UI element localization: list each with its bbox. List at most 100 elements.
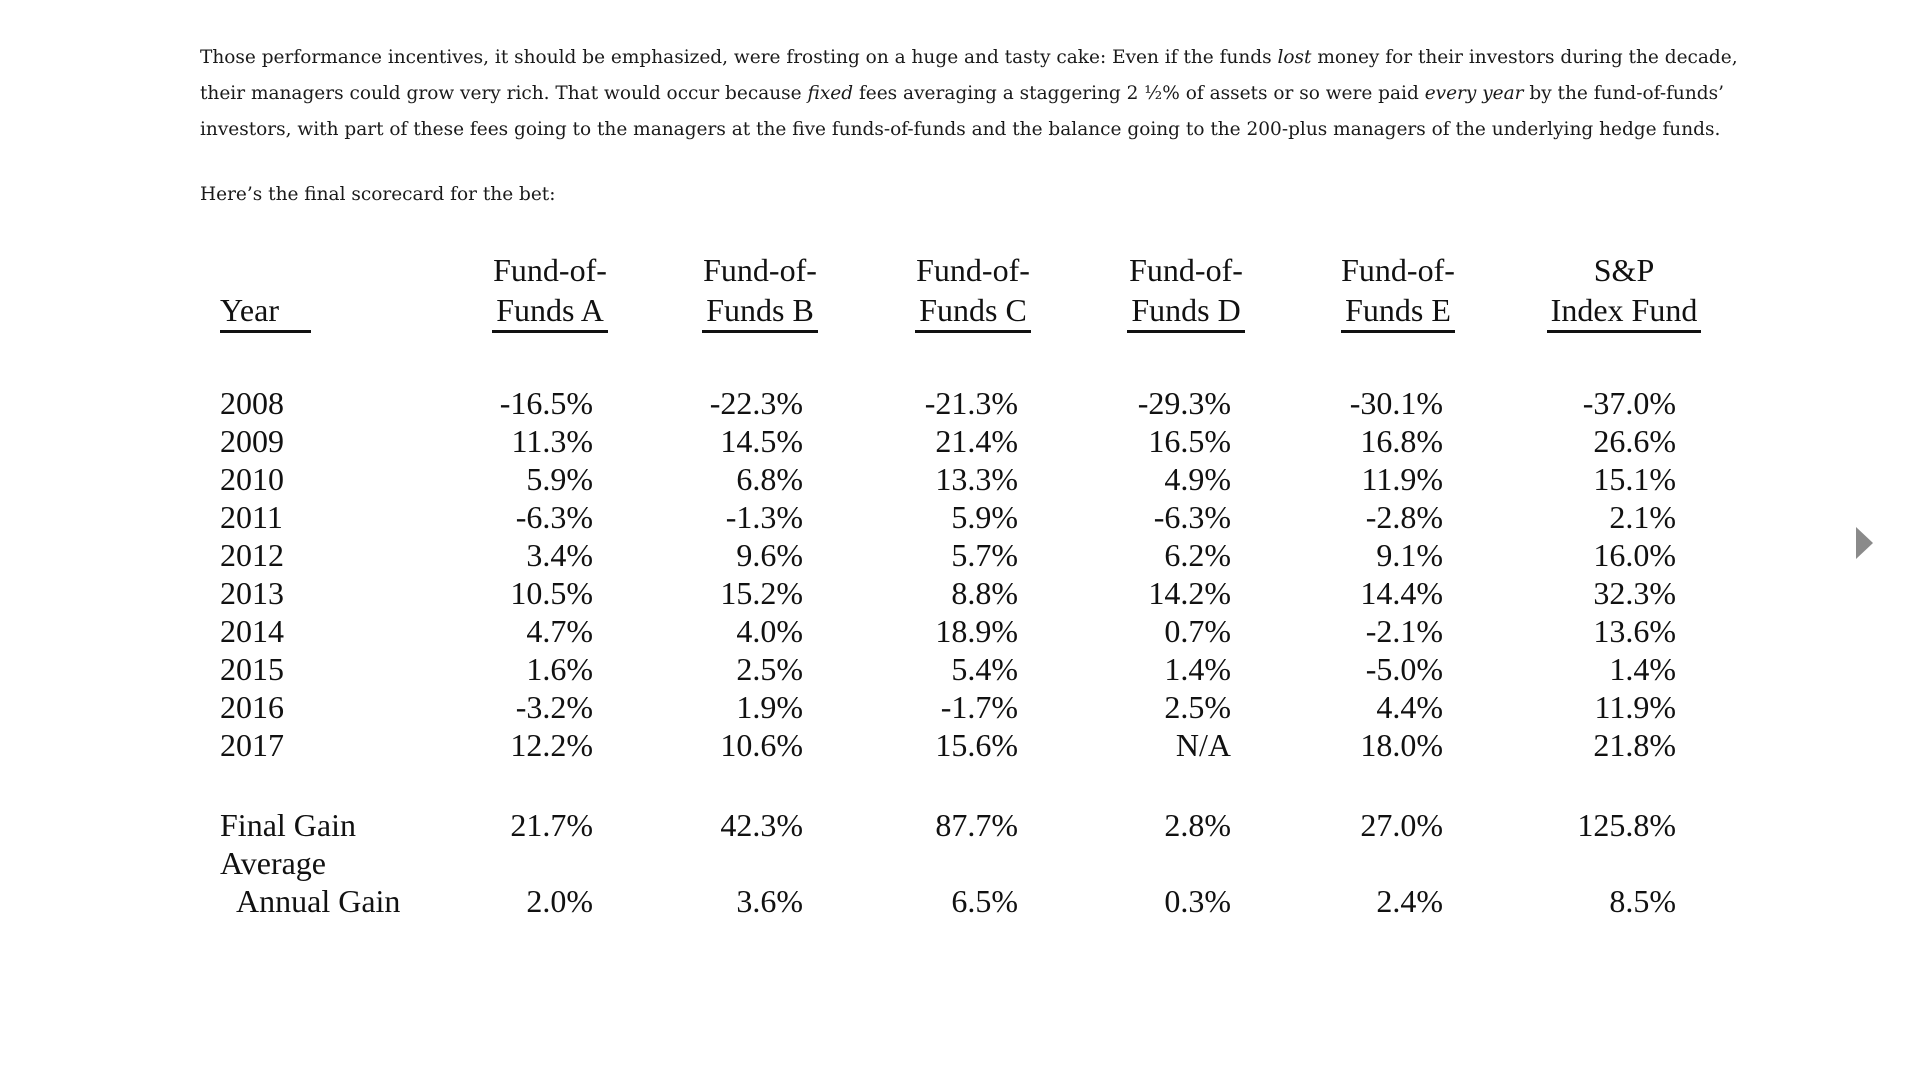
value-cell: 14.4% <box>1360 575 1443 611</box>
value-cell: 14.2% <box>1148 575 1231 611</box>
summary-value-cell: 3.6% <box>736 883 803 919</box>
value-cell: 4.0% <box>736 613 803 649</box>
value-cell: 10.5% <box>510 575 593 611</box>
value-cell: 10.6% <box>720 727 803 763</box>
paragraph-text: money for their investors during the dec… <box>200 47 1738 104</box>
value-cell: -29.3% <box>1137 385 1231 421</box>
article-text: Those performance incentives, it should … <box>200 40 1760 213</box>
column-header: Fund-of- Funds E <box>1268 250 1528 333</box>
year-cell: 2016 <box>220 689 284 725</box>
value-cell: 9.6% <box>736 537 803 573</box>
scorecard-table: Year Fund-of- Funds A Fund-of- Funds B Fund-o… <box>200 250 1720 919</box>
year-cell: 2014 <box>220 613 284 649</box>
value-cell: -16.5% <box>499 385 593 421</box>
summary-value-cell: 8.5% <box>1609 883 1676 919</box>
value-cell: 13.3% <box>935 461 1018 497</box>
value-cell: 1.9% <box>736 689 803 725</box>
year-cell: 2017 <box>220 727 284 763</box>
value-cell: 32.3% <box>1593 575 1676 611</box>
value-cell: -5.0% <box>1365 651 1443 687</box>
column-header: Fund-of- Funds A <box>420 250 680 333</box>
column-header-line1: Fund-of- <box>1341 252 1455 288</box>
emphasis-every-year: every year <box>1424 83 1524 104</box>
column-header-line2: Year <box>220 290 311 333</box>
year-cell: 2009 <box>220 423 284 459</box>
column-header-line1: Fund-of- <box>493 252 607 288</box>
header-year: Year <box>220 290 311 333</box>
value-cell: 16.5% <box>1148 423 1231 459</box>
column-header-line1: S&P <box>1593 252 1655 288</box>
value-cell: 2.1% <box>1609 499 1676 535</box>
value-cell: 21.4% <box>935 423 1018 459</box>
value-cell: -2.8% <box>1365 499 1443 535</box>
value-cell: 14.5% <box>720 423 803 459</box>
value-cell: -30.1% <box>1349 385 1443 421</box>
value-cell: 21.8% <box>1593 727 1676 763</box>
value-cell: -6.3% <box>1153 499 1231 535</box>
value-cell: 18.0% <box>1360 727 1443 763</box>
emphasis-fixed: fixed <box>807 83 854 104</box>
year-cell: 2015 <box>220 651 284 687</box>
value-cell: 4.4% <box>1376 689 1443 725</box>
column-header: Fund-of- Funds B <box>630 250 890 333</box>
column-header-line2: Funds A <box>492 290 608 333</box>
summary-value-cell: 21.7% <box>510 807 593 843</box>
value-cell: -21.3% <box>924 385 1018 421</box>
column-header-line1: Fund-of- <box>703 252 817 288</box>
value-cell: 6.8% <box>736 461 803 497</box>
value-cell: 11.3% <box>511 423 593 459</box>
column-header-line2: Funds E <box>1341 290 1455 333</box>
summary-label: Average <box>220 845 326 881</box>
value-cell: -1.3% <box>725 499 803 535</box>
intro-paragraph: Those performance incentives, it should … <box>200 40 1760 148</box>
value-cell: 3.4% <box>526 537 593 573</box>
summary-value-cell: 125.8% <box>1577 807 1676 843</box>
summary-value-cell: 2.8% <box>1164 807 1231 843</box>
column-header: S&P Index Fund <box>1494 250 1754 333</box>
value-cell: 12.2% <box>510 727 593 763</box>
year-cell: 2013 <box>220 575 284 611</box>
paragraph-text: Those performance incentives, it should … <box>200 47 1278 68</box>
value-cell: 8.8% <box>951 575 1018 611</box>
value-cell: 1.6% <box>526 651 593 687</box>
value-cell: 26.6% <box>1593 423 1676 459</box>
paragraph-text: by the fund-of-funds’ investors, with pa… <box>200 83 1724 140</box>
paragraph-text: fees averaging a staggering 2 ½% of asse… <box>853 83 1425 104</box>
value-cell: 15.2% <box>720 575 803 611</box>
summary-value-cell: 27.0% <box>1360 807 1443 843</box>
value-cell: N/A <box>1175 727 1231 763</box>
summary-value-cell: 2.0% <box>526 883 593 919</box>
next-page-arrow-icon[interactable] <box>1856 527 1873 559</box>
summary-value-cell: 42.3% <box>720 807 803 843</box>
column-header: Fund-of- Funds D <box>1056 250 1316 333</box>
value-cell: 4.9% <box>1164 461 1231 497</box>
value-cell: -6.3% <box>515 499 593 535</box>
summary-label: Annual Gain <box>236 883 401 919</box>
scorecard-intro: Here’s the final scorecard for the bet: <box>200 184 556 205</box>
year-cell: 2008 <box>220 385 284 421</box>
value-cell: 15.1% <box>1593 461 1676 497</box>
summary-value-cell: 2.4% <box>1376 883 1443 919</box>
column-header-line2: Funds D <box>1127 290 1245 333</box>
value-cell: 4.7% <box>526 613 593 649</box>
value-cell: 5.9% <box>951 499 1018 535</box>
year-cell: 2012 <box>220 537 284 573</box>
value-cell: -22.3% <box>709 385 803 421</box>
column-header-line2: Funds C <box>915 290 1031 333</box>
column-header-line2: Funds B <box>702 290 818 333</box>
value-cell: 1.4% <box>1164 651 1231 687</box>
value-cell: -37.0% <box>1582 385 1676 421</box>
value-cell: 1.4% <box>1609 651 1676 687</box>
summary-label: Final Gain <box>220 807 356 843</box>
value-cell: 2.5% <box>736 651 803 687</box>
value-cell: 16.8% <box>1360 423 1443 459</box>
value-cell: -1.7% <box>940 689 1018 725</box>
value-cell: 5.9% <box>526 461 593 497</box>
summary-value-cell: 87.7% <box>935 807 1018 843</box>
value-cell: 13.6% <box>1593 613 1676 649</box>
value-cell: 2.5% <box>1164 689 1231 725</box>
year-cell: 2010 <box>220 461 284 497</box>
summary-value-cell: 0.3% <box>1164 883 1231 919</box>
column-header: Fund-of- Funds C <box>843 250 1103 333</box>
column-header-line1: Fund-of- <box>916 252 1030 288</box>
